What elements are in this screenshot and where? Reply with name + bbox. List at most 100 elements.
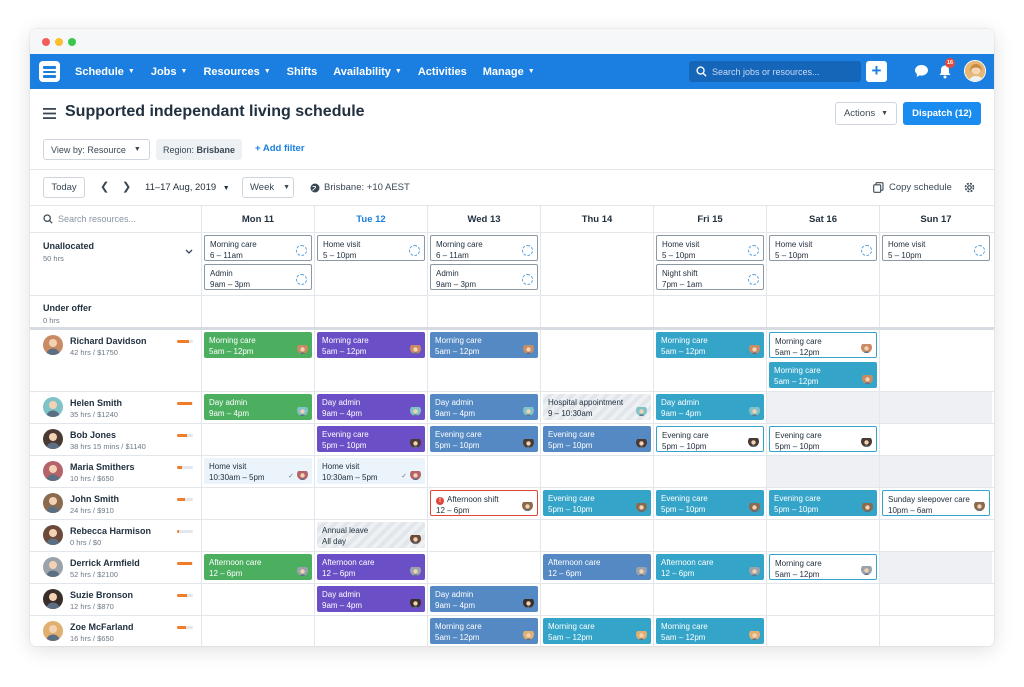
resource-row-label[interactable]: Maria Smithers 10 hrs / $650	[43, 461, 201, 485]
view-period-dropdown[interactable]: Week ▼	[242, 177, 294, 198]
global-search[interactable]	[689, 61, 861, 82]
nav-item-schedule[interactable]: Schedule ▼	[75, 66, 135, 78]
resource-row-label[interactable]: Zoe McFarland 16 hrs / $650	[43, 621, 201, 645]
shift-card[interactable]: Evening care 5pm – 10pm	[543, 490, 651, 516]
shift-card[interactable]: Morning care 5am – 12pm	[656, 332, 764, 358]
nav-item-label: Manage	[482, 65, 524, 78]
add-filter-button[interactable]: + Add filter	[255, 143, 305, 154]
today-button[interactable]: Today	[43, 177, 85, 198]
shift-card[interactable]: Morning care 5am – 12pm	[769, 554, 877, 580]
nav-item-manage[interactable]: Manage ▼	[483, 66, 535, 78]
shift-card[interactable]: Evening care 5pm – 10pm	[430, 426, 538, 452]
shift-card[interactable]: Sunday sleepover care 10pm – 6am	[882, 490, 990, 516]
chevron-down-icon[interactable]	[185, 242, 193, 260]
shift-card[interactable]: Evening care 5pm – 10pm	[769, 426, 877, 452]
create-new-button[interactable]: +	[866, 61, 887, 82]
shift-card[interactable]: Morning care 5am – 12pm	[769, 332, 877, 358]
shift-card[interactable]: Home visit 5 – 10pm	[656, 235, 764, 261]
row-label-unallocated[interactable]: Unallocated 50 hrs	[43, 241, 201, 263]
shift-card[interactable]: Morning care 5am – 12pm	[430, 618, 538, 644]
shift-card[interactable]: ! Afternoon shift 12 – 6pm	[430, 490, 538, 516]
day-header-2[interactable]: Tue 12	[314, 206, 427, 233]
day-header-6[interactable]: Sat 16	[766, 206, 879, 233]
shift-title: Admin	[436, 268, 537, 279]
shift-card[interactable]: Day admin 9am – 4pm	[317, 586, 425, 612]
shift-card[interactable]: Day admin 9am – 4pm	[430, 586, 538, 612]
shift-card[interactable]: Home visit 5 – 10pm	[317, 235, 425, 261]
shift-card[interactable]: Day admin 9am – 4pm	[317, 394, 425, 420]
shift-card[interactable]: Morning care 5am – 12pm	[204, 332, 312, 358]
shift-card[interactable]: Home visit 10:30am – 5pm ✓	[204, 458, 312, 484]
shift-card[interactable]: Day admin 9am – 4pm	[656, 394, 764, 420]
view-by-dropdown[interactable]: View by: Resource ▼	[43, 139, 150, 160]
day-header-1[interactable]: Mon 11	[201, 206, 314, 233]
nav-item-activities[interactable]: Activities	[418, 66, 467, 78]
shift-card[interactable]: Evening care 5pm – 10pm	[656, 426, 764, 452]
date-range-picker[interactable]: 11–17 Aug, 2019 ▼	[145, 182, 230, 193]
shift-card[interactable]: Morning care 5am – 12pm	[543, 618, 651, 644]
day-header-4[interactable]: Thu 14	[540, 206, 653, 233]
timezone-indicator[interactable]: Brisbane: +10 AEST	[310, 182, 410, 193]
global-search-input[interactable]	[712, 66, 852, 77]
nav-item-resources[interactable]: Resources ▼	[203, 66, 270, 78]
shift-card[interactable]: Afternoon care 12 – 6pm	[317, 554, 425, 580]
resource-row-label[interactable]: John Smith 24 hrs / $910	[43, 493, 201, 517]
day-header-5[interactable]: Fri 15	[653, 206, 766, 233]
shift-card[interactable]: Afternoon care 12 – 6pm	[543, 554, 651, 580]
shift-card[interactable]: Morning care 5am – 12pm	[769, 362, 877, 388]
dispatch-button[interactable]: Dispatch (12)	[903, 102, 981, 125]
search-icon	[696, 66, 707, 77]
hamburger-menu-icon[interactable]	[43, 108, 56, 119]
shift-card[interactable]: Morning care 6 – 11am	[430, 235, 538, 261]
shift-card[interactable]: Home visit 5 – 10pm	[769, 235, 877, 261]
nav-item-jobs[interactable]: Jobs ▼	[151, 66, 188, 78]
shift-card[interactable]: Afternoon care 12 – 6pm	[204, 554, 312, 580]
nav-item-availability[interactable]: Availability ▼	[333, 66, 402, 78]
nav-item-shifts[interactable]: Shifts	[287, 66, 318, 78]
notification-badge: 16	[945, 58, 955, 68]
shift-card[interactable]: Morning care 5am – 12pm	[317, 332, 425, 358]
chevron-left-icon[interactable]: ❮	[100, 181, 110, 193]
gear-icon[interactable]	[963, 181, 976, 194]
shift-card[interactable]: Evening care 5pm – 10pm	[317, 426, 425, 452]
resource-row-label[interactable]: Helen Smith 35 hrs / $1240	[43, 397, 201, 421]
shift-card[interactable]: Night shift 7pm – 1am	[656, 264, 764, 290]
resource-row-label[interactable]: Bob Jones 38 hrs 15 mins / $1140	[43, 429, 201, 453]
shift-card[interactable]: Morning care 6 – 11am	[204, 235, 312, 261]
copy-schedule-button[interactable]: Copy schedule	[873, 182, 952, 193]
minimize-window-button[interactable]	[55, 38, 63, 46]
actions-dropdown-button[interactable]: Actions ▼	[835, 102, 897, 125]
maximize-window-button[interactable]	[68, 38, 76, 46]
chevron-right-icon[interactable]: ❯	[122, 181, 132, 193]
day-header-7[interactable]: Sun 17	[879, 206, 992, 233]
resource-search[interactable]	[43, 214, 178, 224]
day-header-3[interactable]: Wed 13	[427, 206, 540, 233]
shift-card[interactable]: Afternoon care 12 – 6pm	[656, 554, 764, 580]
shift-card[interactable]: Morning care 5am – 12pm	[656, 618, 764, 644]
resource-row-label[interactable]: Richard Davidson 42 hrs / $1750	[43, 335, 201, 359]
user-avatar[interactable]	[964, 60, 986, 82]
shift-card[interactable]: Morning care 5am – 12pm	[430, 332, 538, 358]
close-window-button[interactable]	[42, 38, 50, 46]
region-filter-chip[interactable]: Region: Brisbane	[156, 139, 242, 160]
shift-card[interactable]: Day admin 9am – 4pm	[204, 394, 312, 420]
resource-row-label[interactable]: Rebecca Harmison 0 hrs / $0	[43, 525, 201, 549]
shift-card[interactable]: Home visit 5 – 10pm	[882, 235, 990, 261]
resource-row-label[interactable]: Derrick Armfield 52 hrs / $2100	[43, 557, 201, 581]
pending-assignment-icon	[296, 245, 307, 256]
shift-card[interactable]: Admin 9am – 3pm	[204, 264, 312, 290]
bell-icon[interactable]	[938, 64, 952, 79]
shift-card[interactable]: Home visit 10:30am – 5pm ✓	[317, 458, 425, 484]
shift-card[interactable]: Hospital appointment 9 – 10:30am	[543, 394, 651, 420]
resource-row-label[interactable]: Suzie Bronson 12 hrs / $870	[43, 589, 201, 613]
app-logo-icon[interactable]	[39, 61, 60, 82]
shift-card[interactable]: Evening care 5pm – 10pm	[543, 426, 651, 452]
shift-card[interactable]: Admin 9am – 3pm	[430, 264, 538, 290]
chat-icon[interactable]	[914, 64, 929, 78]
resource-search-input[interactable]	[58, 214, 178, 224]
shift-card[interactable]: Day admin 9am – 4pm	[430, 394, 538, 420]
shift-card[interactable]: Evening care 5pm – 10pm	[656, 490, 764, 516]
shift-time: 7pm – 1am	[662, 280, 703, 289]
shift-card[interactable]: Annual leave All day	[317, 522, 425, 548]
shift-card[interactable]: Evening care 5pm – 10pm	[769, 490, 877, 516]
